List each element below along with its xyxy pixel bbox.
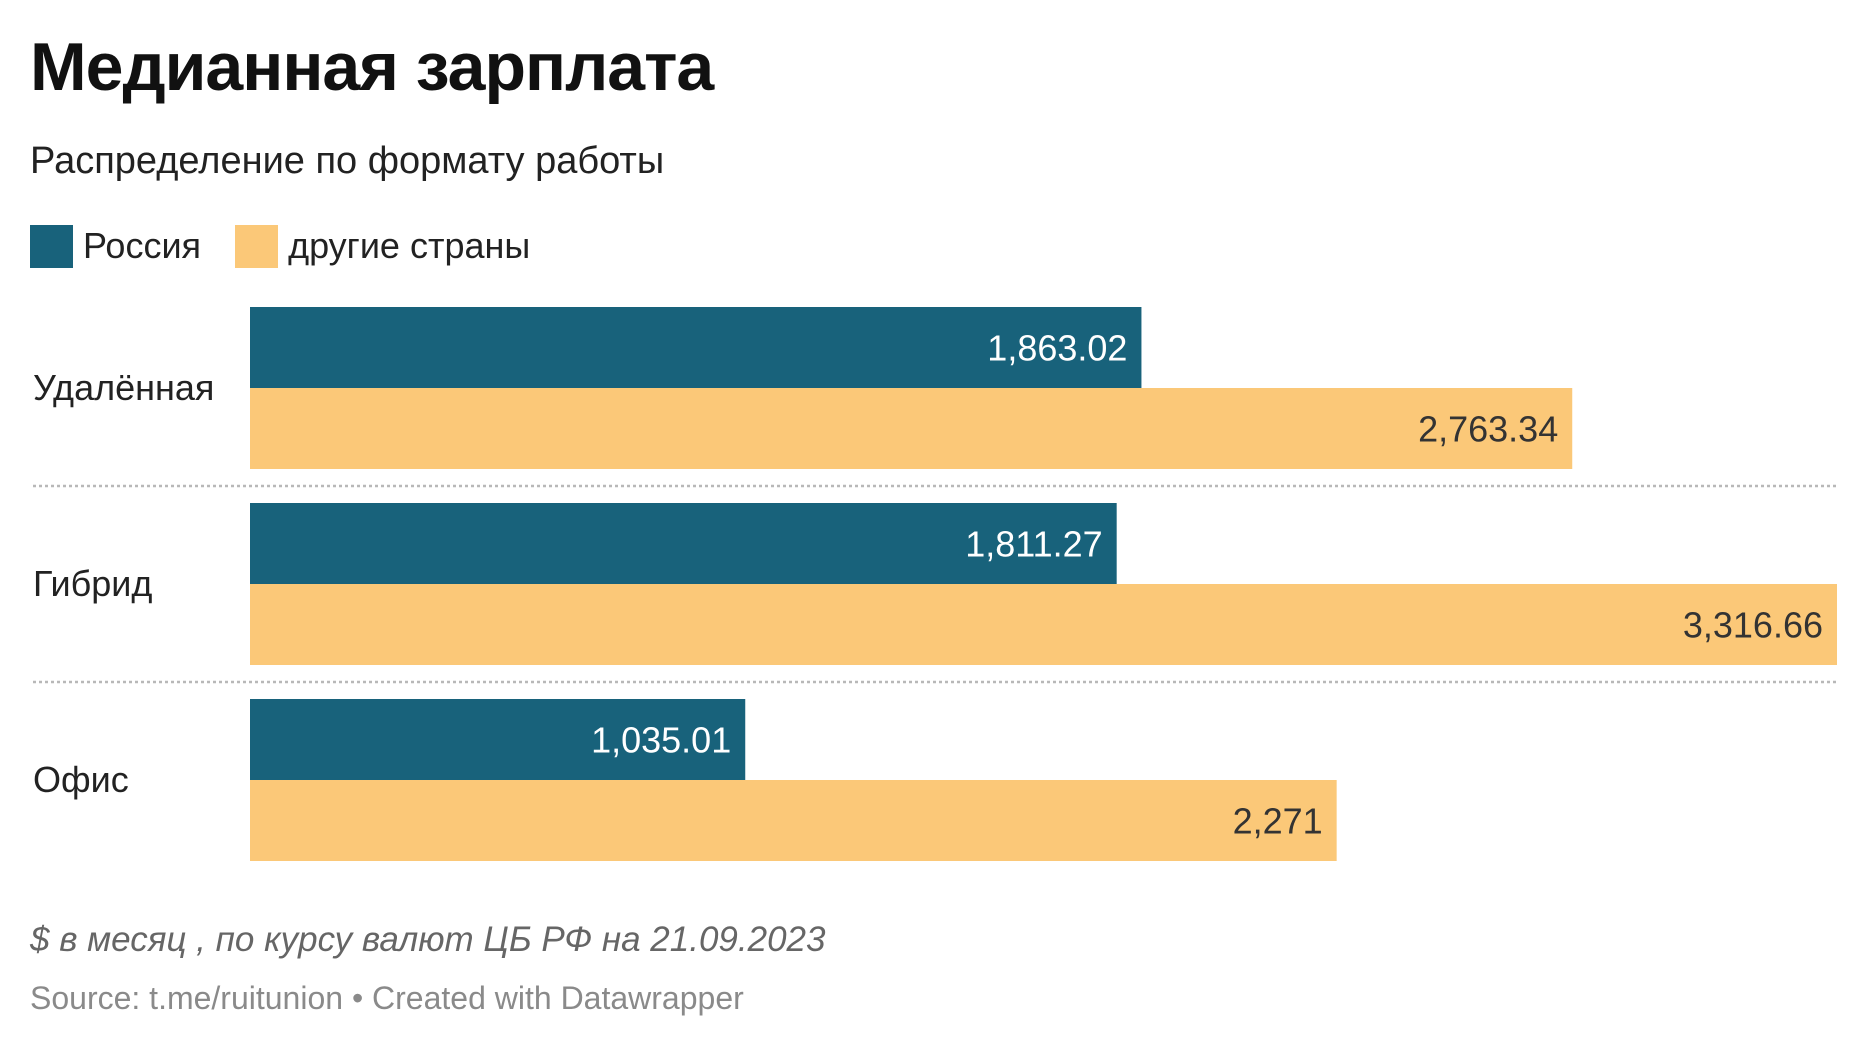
chart-title: Медианная зарплата [30, 29, 714, 105]
chart-subtitle: Распределение по формату работы [30, 140, 665, 182]
value-label-office-russia: 1,035.01 [591, 720, 731, 761]
chart-source: Source: t.me/ruitunion • Created with Da… [30, 980, 744, 1016]
legend-item-other-countries: другие страны [235, 224, 531, 268]
bar-hybrid-russia [250, 503, 1117, 584]
bar-hybrid-other-countries [250, 584, 1837, 665]
value-label-remote-russia: 1,863.02 [987, 328, 1127, 369]
category-label-hybrid: Гибрид [33, 563, 152, 604]
legend-swatch-russia [30, 224, 73, 268]
value-label-hybrid-other-countries: 3,316.66 [1683, 605, 1823, 646]
bar-office-russia [250, 699, 746, 780]
bar-chart: Удалённая 1,863.02 2,763.34 Гибрид 1,811.27 3… [33, 307, 1837, 861]
bar-remote-russia [250, 307, 1142, 388]
category-label-remote: Удалённая [33, 367, 214, 408]
legend-label-other-countries: другие страны [288, 225, 531, 266]
category-label-office: Офис [33, 759, 129, 800]
bar-office-other-countries [250, 780, 1337, 861]
value-label-office-other-countries: 2,271 [1233, 801, 1323, 842]
legend: Россия другие страны [30, 222, 564, 270]
value-label-remote-other-countries: 2,763.34 [1418, 409, 1558, 450]
bar-remote-other-countries [250, 388, 1573, 469]
legend-item-russia: Россия [30, 224, 202, 268]
chart-notes: $ в месяц , по курсу валют ЦБ РФ на 21.0… [30, 920, 826, 959]
value-label-hybrid-russia: 1,811.27 [965, 524, 1102, 565]
legend-label-russia: Россия [83, 225, 202, 266]
legend-swatch-other-countries [235, 224, 279, 268]
